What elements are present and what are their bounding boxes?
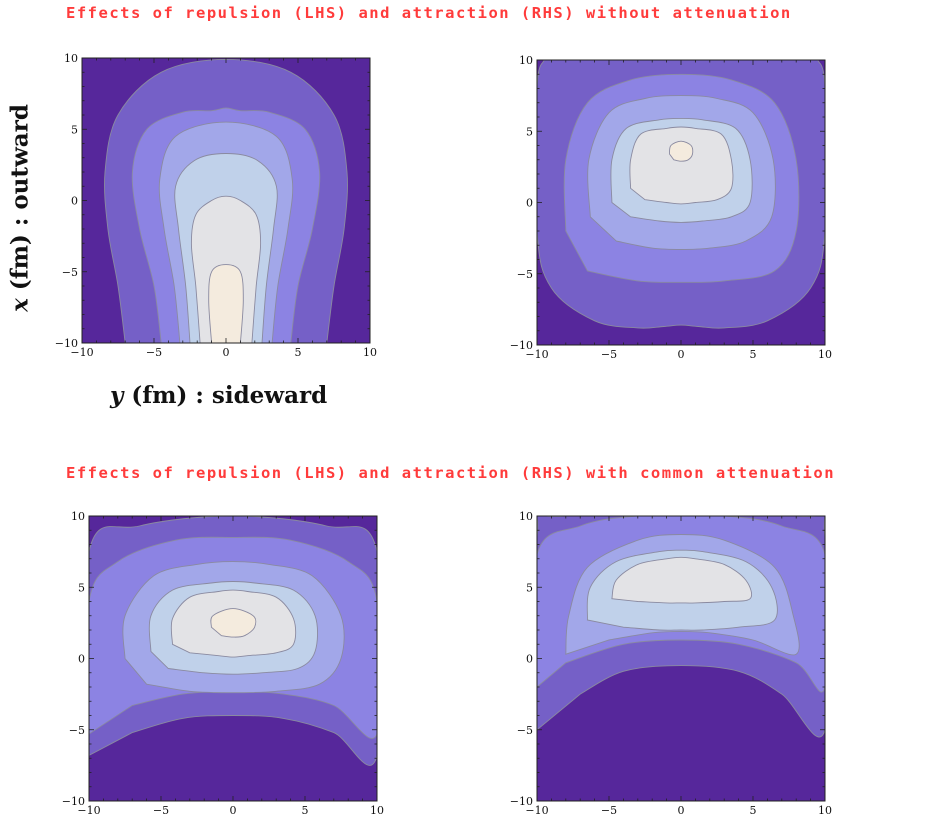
y-tick-label: 5 bbox=[71, 123, 78, 136]
chart-title-bottom: Effects of repulsion (LHS) and attractio… bbox=[66, 464, 836, 482]
y-tick-label: −5 bbox=[62, 266, 78, 279]
contour-level-5 bbox=[629, 126, 734, 205]
x-tick-label: 5 bbox=[295, 346, 302, 359]
x-tick-label: 5 bbox=[750, 804, 757, 817]
y-tick-label: −5 bbox=[517, 268, 533, 281]
y-tick-label: 0 bbox=[71, 195, 78, 208]
contour-level-6 bbox=[669, 140, 694, 162]
x-tick-label: 10 bbox=[363, 346, 377, 359]
x-tick-label: 10 bbox=[818, 804, 832, 817]
x-tick-label: −10 bbox=[70, 346, 93, 359]
y-tick-label: 10 bbox=[71, 510, 85, 523]
y-axis-label: x (fm) : outward bbox=[7, 104, 34, 312]
contour-plot-top-left: −10 −5 0 5 10 −10 −5 0 5 10 bbox=[55, 52, 377, 359]
contour-level-6 bbox=[210, 608, 257, 638]
y-tick-label: 10 bbox=[519, 510, 533, 523]
x-tick-label: −5 bbox=[601, 804, 617, 817]
x-tick-label: 0 bbox=[678, 348, 685, 361]
contour-plot-bottom-right: −10 −5 0 5 10 −10 −5 0 5 10 bbox=[510, 510, 832, 817]
x-tick-label: −10 bbox=[77, 804, 100, 817]
y-tick-label: −5 bbox=[517, 724, 533, 737]
contour-level-6 bbox=[208, 264, 244, 343]
y-tick-label: −10 bbox=[55, 337, 78, 350]
x-axis-label-text: (fm) : sideward bbox=[131, 382, 328, 409]
x-tick-label: 0 bbox=[223, 346, 230, 359]
y-tick-label: −10 bbox=[62, 795, 85, 808]
y-tick-label: 0 bbox=[526, 653, 533, 666]
x-axis-label: y (fm) : sideward bbox=[110, 382, 327, 409]
y-tick-label: 5 bbox=[78, 581, 85, 594]
y-tick-label: 10 bbox=[64, 52, 78, 65]
y-tick-label: 0 bbox=[78, 653, 85, 666]
y-tick-label: −10 bbox=[510, 339, 533, 352]
x-tick-label: 5 bbox=[750, 348, 757, 361]
x-tick-label: 0 bbox=[678, 804, 685, 817]
contour-plot-top-right: −10 −5 0 5 10 −10 −5 0 5 10 bbox=[510, 54, 832, 361]
y-tick-label: −10 bbox=[510, 795, 533, 808]
x-tick-label: −5 bbox=[601, 348, 617, 361]
y-tick-label: 5 bbox=[526, 581, 533, 594]
x-tick-label: −10 bbox=[525, 348, 548, 361]
y-axis-label-text: (fm) : outward bbox=[6, 104, 34, 291]
y-tick-label: 5 bbox=[526, 125, 533, 138]
x-tick-label: −5 bbox=[153, 804, 169, 817]
contour-level-5 bbox=[611, 556, 753, 604]
x-axis-variable: y bbox=[110, 382, 124, 409]
x-tick-label: 10 bbox=[818, 348, 832, 361]
x-tick-label: 0 bbox=[230, 804, 237, 817]
x-tick-label: 10 bbox=[370, 804, 384, 817]
y-tick-label: 10 bbox=[519, 54, 533, 67]
x-tick-label: 5 bbox=[302, 804, 309, 817]
chart-title-top: Effects of repulsion (LHS) and attractio… bbox=[66, 4, 792, 22]
y-axis-variable: x bbox=[6, 298, 34, 312]
y-tick-label: −5 bbox=[69, 724, 85, 737]
x-tick-label: −10 bbox=[525, 804, 548, 817]
x-tick-label: −5 bbox=[146, 346, 162, 359]
contour-plot-bottom-left: −10 −5 0 5 10 −10 −5 0 5 10 bbox=[62, 510, 384, 817]
y-tick-label: 0 bbox=[526, 197, 533, 210]
